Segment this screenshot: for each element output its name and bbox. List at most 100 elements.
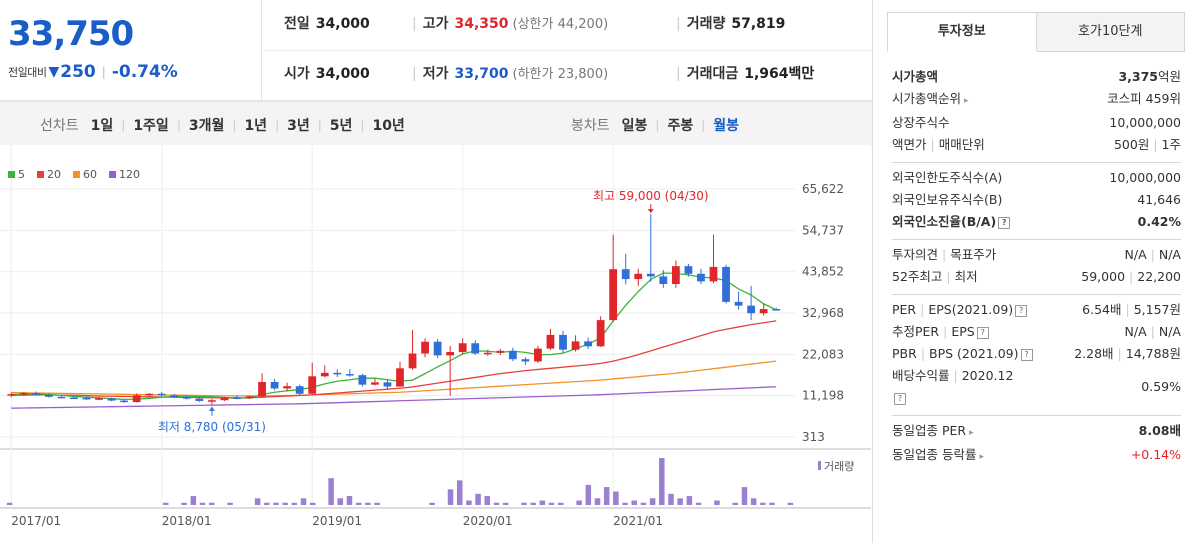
volume-bar (649, 498, 656, 505)
row-industry-per[interactable]: 동일업종 PER ▸ 8.08배 (892, 423, 1181, 438)
y-tick-label: 22,083 (802, 347, 844, 361)
candle-body (57, 396, 66, 399)
tab-daily[interactable]: 일봉 (621, 118, 648, 134)
chart-panel: 33,750 전일대비 ▼ 250 | -0.74% 전일 34,000 | 고가 3… (0, 0, 873, 543)
help-icon[interactable]: ? (976, 326, 989, 339)
volume-bar (750, 498, 757, 505)
candle-body (759, 309, 768, 314)
candle-body (546, 334, 555, 349)
volume-bar (631, 500, 637, 505)
volume-bar (346, 496, 353, 505)
max-annotation: 최고 59,000 (04/30) (593, 189, 709, 203)
volume-bar (475, 493, 481, 505)
candle-body (483, 352, 492, 355)
candle-body (621, 269, 630, 280)
candle-body (734, 301, 743, 306)
help-icon[interactable]: ? (1015, 304, 1028, 317)
help-icon[interactable]: ? (998, 216, 1011, 229)
row-dividend: 배당수익률 | 2020.12? 0.59% (892, 368, 1181, 405)
tab-5y[interactable]: 5년 (329, 118, 353, 134)
volume-bar (760, 502, 766, 505)
volume-bar (686, 496, 693, 505)
moving-average-ma120 (11, 386, 777, 409)
candle-body (471, 343, 480, 354)
candle-body (684, 266, 693, 274)
volume-bar (181, 502, 187, 505)
row-industry-change[interactable]: 동일업종 등락률 ▸ +0.14% (892, 447, 1181, 462)
info-panel: 투자정보 호가10단계 시가총액 3,375억원 시가총액순위 ▸ 코스피 459… (873, 0, 1198, 543)
candle-body (295, 386, 304, 394)
row-pbr: PBR | BPS (2021.09)? 2.28배 | 14,788원 (892, 346, 1181, 361)
row-opinion: 투자의견 | 목표주가 N/A | N/A (892, 247, 1181, 262)
candle-body (7, 394, 16, 396)
candle-body (320, 372, 329, 377)
row-per: PER | EPS(2021.09)? 6.54배 | 5,157원 (892, 302, 1181, 317)
candle-body (709, 266, 718, 282)
change-row: 전일대비 ▼ 250 | -0.74% (8, 62, 178, 82)
candle-body (584, 341, 592, 347)
volume-bar (741, 487, 748, 505)
section-industry: 동일업종 PER ▸ 8.08배 동일업종 등락률 ▸ +0.14% (892, 416, 1181, 474)
volume-label: 거래량 (824, 460, 854, 473)
row-market-cap-rank[interactable]: 시가총액순위 ▸ 코스피 459위 (892, 91, 1181, 106)
tab-monthly[interactable]: 월봉 (713, 118, 740, 134)
line-chart-tabs: 선차트 1일 | 1주일 | 3개월 | 1년 | 3년 | 5년 | 10년 (40, 115, 405, 135)
volume-bar (208, 502, 215, 505)
candle-body (258, 381, 266, 397)
change-label: 전일대비 (8, 66, 47, 79)
tab-3y[interactable]: 3년 (287, 118, 310, 134)
volume-bar (291, 502, 298, 505)
chevron-right-icon: ▸ (969, 428, 974, 438)
legend-swatch (109, 171, 116, 178)
tab-weekly[interactable]: 주봉 (667, 118, 694, 134)
current-price: 33,750 (8, 14, 134, 54)
y-tick-label: 313 (802, 430, 825, 444)
tab-investment-info[interactable]: 투자정보 (887, 12, 1037, 52)
x-tick-label: 2018/01 (162, 514, 212, 528)
candle-body (371, 382, 379, 385)
volume-bar (282, 502, 288, 505)
y-tick-label: 54,737 (802, 223, 844, 237)
candle-body (508, 350, 517, 360)
section-opinion: 투자의견 | 목표주가 N/A | N/A 52주최고 | 최저 59,000 | 22,200 (892, 240, 1181, 295)
volume-bar (199, 502, 206, 505)
tab-3m[interactable]: 3개월 (188, 118, 225, 134)
candle-body (145, 393, 154, 396)
legend-label: 120 (119, 168, 140, 181)
candle-body (245, 396, 254, 399)
candle-body (534, 348, 542, 362)
help-icon[interactable]: ? (1020, 348, 1033, 361)
info-tabs: 투자정보 호가10단계 (887, 12, 1185, 52)
volume-bar (576, 500, 582, 505)
tab-10y[interactable]: 10년 (372, 118, 405, 134)
row-listed-shares: 상장주식수 10,000,000 (892, 115, 1181, 130)
tab-1w[interactable]: 1주일 (133, 118, 169, 134)
candle-body (671, 266, 680, 285)
legend-label: 5 (18, 168, 25, 181)
candle-body (345, 374, 354, 376)
tab-1y[interactable]: 1년 (244, 118, 268, 134)
volume-bar (309, 502, 316, 505)
candlestick-chart: 65,622 54,737 43,852 32,968 22,083 11,198 313 2… (0, 145, 872, 543)
help-icon[interactable]: ? (894, 392, 906, 405)
y-tick-label: 32,968 (802, 306, 844, 320)
candle-body (107, 398, 116, 401)
candle-body (132, 395, 141, 403)
volume-bar (365, 502, 371, 505)
tab-1d[interactable]: 1일 (90, 118, 114, 134)
volume-bar (456, 480, 463, 505)
volume-bar (190, 496, 197, 505)
change-amount: 250 (60, 62, 96, 82)
candle-body (157, 393, 166, 396)
candle-body (521, 359, 530, 362)
candle-body (283, 386, 292, 389)
volume-bar (227, 502, 233, 505)
min-arrow-head (208, 406, 215, 411)
tab-orderbook[interactable]: 호가10단계 (1036, 12, 1185, 52)
divider: | (101, 65, 106, 79)
candle-body (333, 372, 342, 375)
candle-body (634, 273, 643, 280)
trade-amount: | 거래대금 1,964백만 (676, 66, 815, 82)
down-triangle-icon: ▼ (48, 64, 60, 80)
candle-body (195, 398, 204, 401)
